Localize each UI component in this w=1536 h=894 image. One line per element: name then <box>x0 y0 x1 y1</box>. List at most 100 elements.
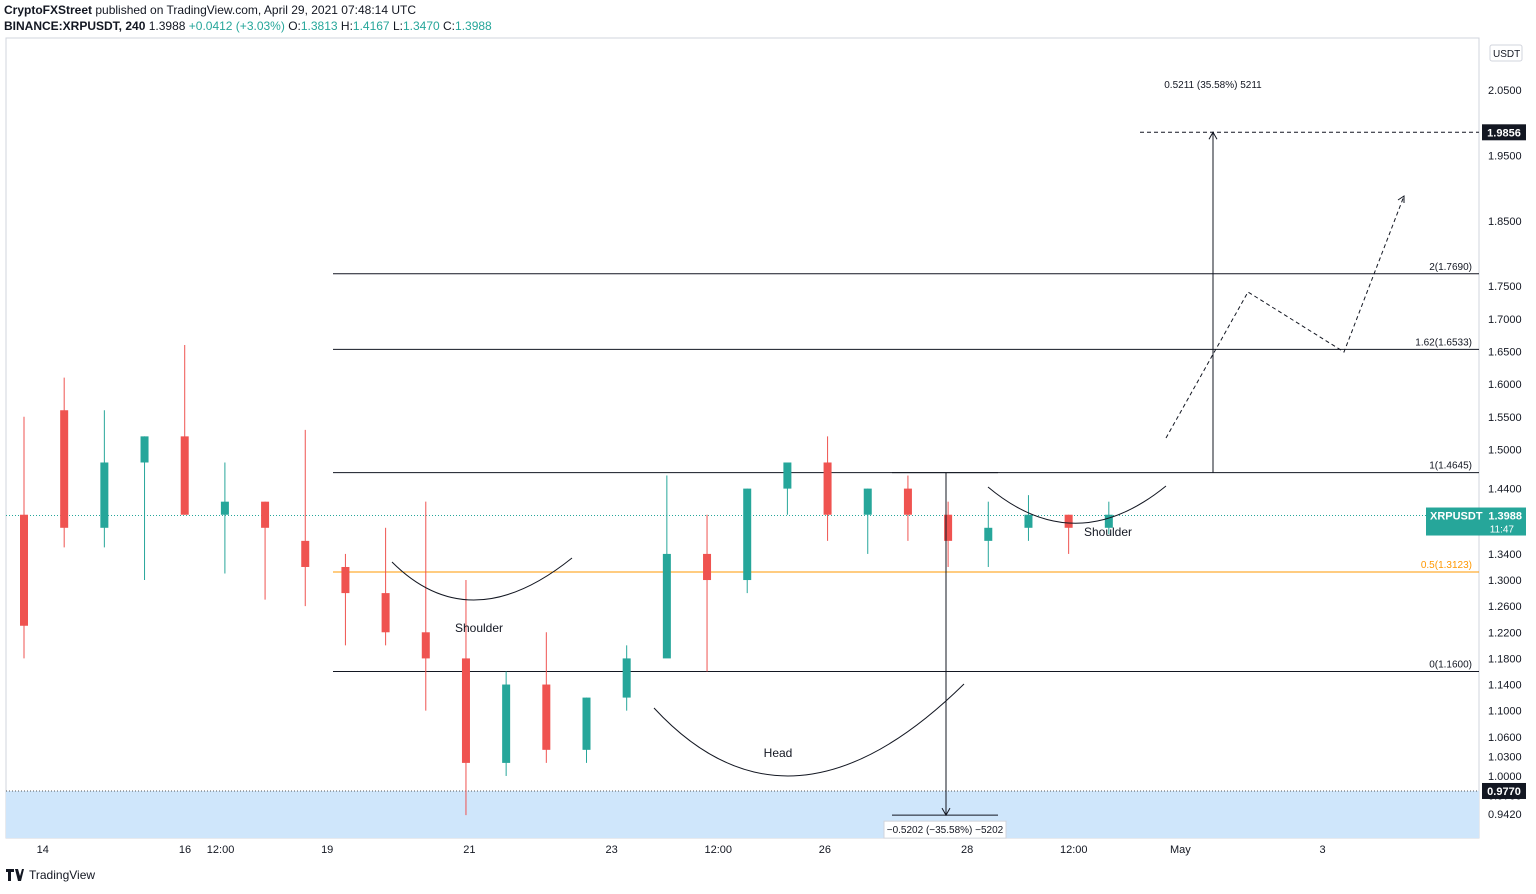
candle-down <box>703 553 712 581</box>
axis-unit-label: USDT <box>1493 49 1520 60</box>
tradingview-footer: TradingView <box>6 868 95 882</box>
candle-up <box>984 527 993 541</box>
plot-frame <box>5 37 1480 839</box>
y-tick-label: 1.1800 <box>1488 653 1522 665</box>
candle-down <box>421 632 430 659</box>
candle-down <box>301 540 310 567</box>
x-tick-label: 14 <box>37 844 49 856</box>
ohlc-line: BINANCE:XRPUSDT, 240 1.3988 +0.0412 (+3.… <box>4 18 492 34</box>
y-tick-label: 1.3400 <box>1488 549 1522 561</box>
x-tick-label: 12:00 <box>704 844 732 856</box>
candle-down <box>180 436 189 515</box>
y-tick-label: 1.5000 <box>1488 444 1522 456</box>
symbol-label: BINANCE:XRPUSDT, 240 <box>4 19 146 33</box>
x-tick-label: 28 <box>961 844 973 856</box>
candle-up <box>783 462 792 489</box>
y-tick-label: 1.8500 <box>1488 216 1522 228</box>
close-value: 1.3988 <box>455 19 492 33</box>
publish-line: CryptoFXStreet published on TradingView.… <box>4 2 492 18</box>
candle-up <box>140 436 149 463</box>
candle-down <box>903 488 912 515</box>
price-change: +0.0412 (+3.03%) <box>188 19 285 33</box>
y-tick-label: 1.0300 <box>1488 751 1522 763</box>
y-tick-label: 1.4400 <box>1488 484 1522 496</box>
current-price-badge <box>1426 507 1526 536</box>
publish-info: published on TradingView.com, April 29, … <box>92 3 416 17</box>
y-tick-label: 1.5500 <box>1488 412 1522 424</box>
y-tick-label: 1.2600 <box>1488 601 1522 613</box>
chart-header: CryptoFXStreet published on TradingView.… <box>4 2 492 34</box>
x-tick-label: 23 <box>605 844 617 856</box>
candle-down <box>1064 514 1073 528</box>
x-tick-label: 12:00 <box>207 844 235 856</box>
drop-measure-label: −0.5202 (−35.58%) −5202 <box>887 825 1004 836</box>
fib-level-label: 2(1.7690) <box>1429 262 1472 273</box>
current-symbol-label: XRPUSDT <box>1430 511 1483 523</box>
candle-up <box>743 488 752 581</box>
target-measure-label: 0.5211 (35.58%) 5211 <box>1164 80 1262 91</box>
footer-brand: TradingView <box>29 868 96 882</box>
candle-down <box>461 658 470 763</box>
support-zone <box>6 790 1479 838</box>
x-tick-label: 12:00 <box>1060 844 1088 856</box>
fib-level-label: 1(1.4645) <box>1429 461 1472 472</box>
y-tick-label: 1.1400 <box>1488 680 1522 692</box>
x-tick-label: 16 <box>179 844 191 856</box>
right-shoulder-arc <box>987 485 1167 524</box>
left-shoulder-arc <box>391 557 573 601</box>
x-tick-label: May <box>1170 844 1191 856</box>
candle-down <box>341 566 350 594</box>
candle-down <box>381 593 390 633</box>
candle-up <box>100 462 109 528</box>
y-tick-label: 1.9500 <box>1488 151 1522 163</box>
candle-up <box>1024 514 1033 528</box>
low-value: 1.3470 <box>402 19 440 33</box>
zone-price-label: 0.9770 <box>1487 786 1521 798</box>
right-shoulder-label: Shoulder <box>1084 525 1132 539</box>
candle-up <box>863 488 872 515</box>
x-tick-label: 19 <box>321 844 333 856</box>
head-label: Head <box>764 746 793 760</box>
candle-down <box>60 410 69 528</box>
y-tick-label: 1.6000 <box>1488 379 1522 391</box>
close-label: C: <box>443 19 456 33</box>
high-label: H: <box>340 19 353 33</box>
y-tick-label: 1.6500 <box>1488 346 1522 358</box>
high-value: 1.4167 <box>352 19 390 33</box>
y-tick-label: 1.3000 <box>1488 575 1522 587</box>
axis-unit-box <box>1489 44 1523 62</box>
candle-down <box>20 514 28 626</box>
candle-down <box>823 462 832 515</box>
current-price-label: 1.3988 <box>1488 511 1522 523</box>
y-tick-label: 1.0000 <box>1488 771 1522 783</box>
x-tick-label: 21 <box>463 844 475 856</box>
drop-label-box <box>883 820 1007 839</box>
candle-up <box>220 501 229 515</box>
candle-down <box>542 684 551 750</box>
open-value: 1.3813 <box>300 19 338 33</box>
countdown-label: 11:47 <box>1490 525 1515 536</box>
candle-down <box>261 501 270 528</box>
candle-up <box>1104 514 1113 528</box>
fib-level-label: 1.62(1.6533) <box>1415 337 1472 348</box>
fib-level-label: 0.5(1.3123) <box>1421 560 1472 571</box>
x-tick-label: 26 <box>819 844 831 856</box>
fib-level-label: 0(1.1600) <box>1429 659 1472 670</box>
tradingview-logo-icon <box>6 869 24 881</box>
candle-down <box>944 514 953 541</box>
y-tick-label: 1.0600 <box>1488 732 1522 744</box>
projected-path <box>1165 195 1405 439</box>
target-price-box <box>1482 124 1526 141</box>
candle-up <box>502 684 511 763</box>
left-shoulder-label: Shoulder <box>455 621 503 635</box>
projected-path-arrow <box>1397 195 1405 203</box>
candle-up <box>582 697 591 750</box>
y-tick-label: 0.9420 <box>1488 809 1522 821</box>
low-label: L: <box>392 19 403 33</box>
candle-up <box>662 553 671 659</box>
y-tick-label: 2.0500 <box>1488 85 1522 97</box>
head-arc <box>653 683 965 777</box>
y-tick-label: 1.1000 <box>1488 706 1522 718</box>
candle-up <box>622 658 631 698</box>
